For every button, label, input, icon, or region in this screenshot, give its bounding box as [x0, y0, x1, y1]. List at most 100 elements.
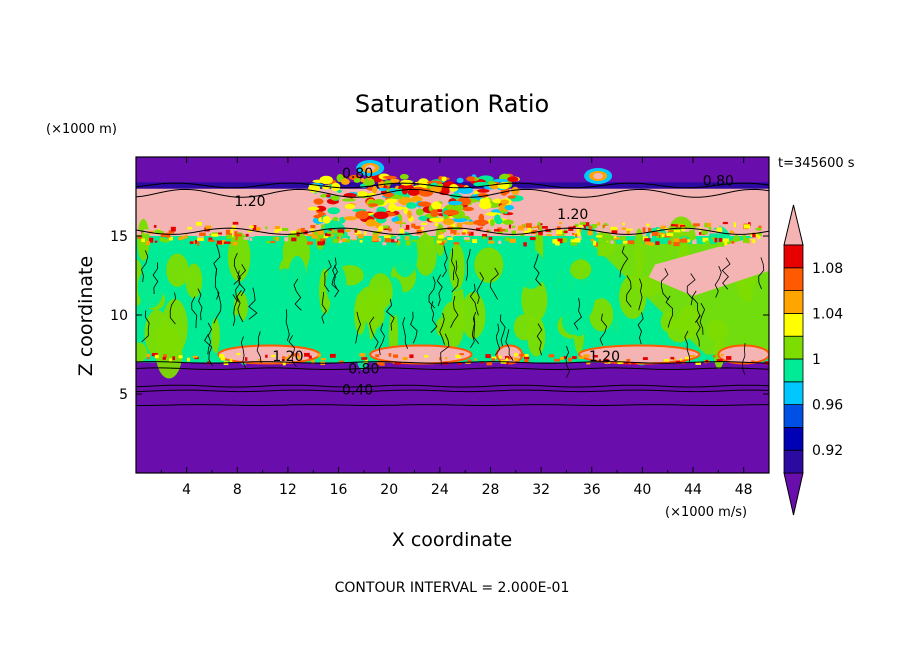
y-tick-label: 10 [110, 308, 128, 324]
field-speckle [681, 226, 685, 232]
field-speckle [372, 234, 379, 239]
contour-line [236, 290, 244, 323]
field-speckle [681, 360, 686, 364]
field-speckle [145, 241, 150, 246]
field-speckle [146, 353, 151, 358]
field-core [385, 198, 398, 204]
contour-line [469, 283, 479, 316]
field-speckle [247, 232, 255, 237]
field-speckle [307, 234, 313, 237]
field-speckle [572, 225, 576, 229]
contour-line [213, 244, 221, 277]
field-core [325, 194, 331, 198]
contour-line [536, 323, 543, 356]
field-speckle [162, 356, 166, 360]
field-speckle [660, 234, 664, 239]
contour-label: 0.80 [342, 166, 373, 182]
field-speckle [480, 226, 483, 230]
field-core [406, 202, 417, 209]
field-speckle [376, 362, 382, 365]
field-speckle [677, 239, 685, 243]
field-speckle [186, 357, 190, 362]
field-speckle [168, 230, 175, 234]
field-speckle [570, 239, 576, 244]
x-tick-label: 16 [330, 482, 348, 498]
field-speckle [358, 233, 364, 239]
field-speckle [170, 226, 176, 232]
field-speckle [693, 223, 700, 227]
field-speckle [297, 355, 301, 359]
field-speckle [726, 356, 732, 360]
field-speckle [517, 225, 524, 231]
contour-line [293, 278, 302, 311]
field-speckle [159, 237, 165, 242]
field-core [341, 198, 356, 202]
field-speckle [556, 229, 563, 235]
contour-label: 1.20 [272, 349, 303, 365]
field-speckle [577, 225, 583, 228]
field-speckle [498, 355, 502, 359]
x-tick-label: 20 [380, 482, 398, 498]
field-speckle [742, 234, 746, 239]
field-core [320, 193, 328, 198]
field-speckle [339, 360, 344, 364]
colorbar-label: 0.96 [812, 398, 843, 414]
field-speckle [491, 358, 496, 361]
contour-line [742, 343, 746, 375]
field-speckle [372, 231, 379, 235]
field-speckle [235, 236, 238, 241]
contour-line [696, 314, 701, 347]
field-speckle [626, 358, 631, 362]
field-core [458, 187, 473, 195]
x-tick-label: 28 [482, 482, 500, 498]
field-streak [354, 292, 367, 335]
field-speckle [328, 228, 335, 231]
field-speckle [258, 358, 262, 362]
field-speckle [219, 354, 225, 358]
field-speckle [454, 232, 461, 235]
field-speckle [603, 358, 609, 363]
field-speckle [401, 223, 406, 229]
contour-line [204, 334, 213, 367]
field-speckle [659, 225, 667, 229]
field-speckle [451, 233, 454, 238]
field-speckle [405, 236, 410, 241]
field-core [393, 216, 400, 223]
field-speckle [252, 225, 257, 231]
field-speckle [465, 361, 471, 364]
field-speckle [243, 237, 250, 240]
field-speckle [733, 222, 736, 228]
field-speckle [329, 353, 336, 358]
field-speckle [396, 236, 401, 239]
contour-line [661, 268, 670, 301]
field-speckle [708, 226, 712, 232]
field-speckle [211, 233, 219, 237]
field-speckle [414, 225, 421, 229]
field-speckle [681, 238, 688, 243]
contour-line [450, 296, 459, 328]
field-speckle [579, 222, 587, 225]
field-speckle [523, 356, 530, 360]
contour-line [386, 298, 395, 331]
contour-line [141, 310, 150, 343]
field-speckle [718, 242, 725, 247]
field-speckle [591, 224, 598, 229]
field-streak [233, 314, 244, 344]
field-speckle [331, 234, 335, 237]
field-core [415, 208, 424, 216]
field-bubble [365, 165, 376, 172]
field-speckle [338, 236, 341, 241]
field-speckle [236, 233, 242, 237]
field-speckle [486, 229, 489, 233]
field-speckle [644, 239, 650, 245]
contour-line [152, 262, 159, 295]
field-speckle [712, 355, 716, 358]
field-speckle [308, 355, 312, 359]
field-speckle [244, 357, 248, 361]
field-streak [513, 314, 535, 341]
field-speckle [236, 353, 241, 356]
field-speckle [497, 231, 504, 234]
field-speckle [556, 232, 562, 236]
field-speckle [575, 233, 578, 237]
field-streak [517, 249, 545, 289]
